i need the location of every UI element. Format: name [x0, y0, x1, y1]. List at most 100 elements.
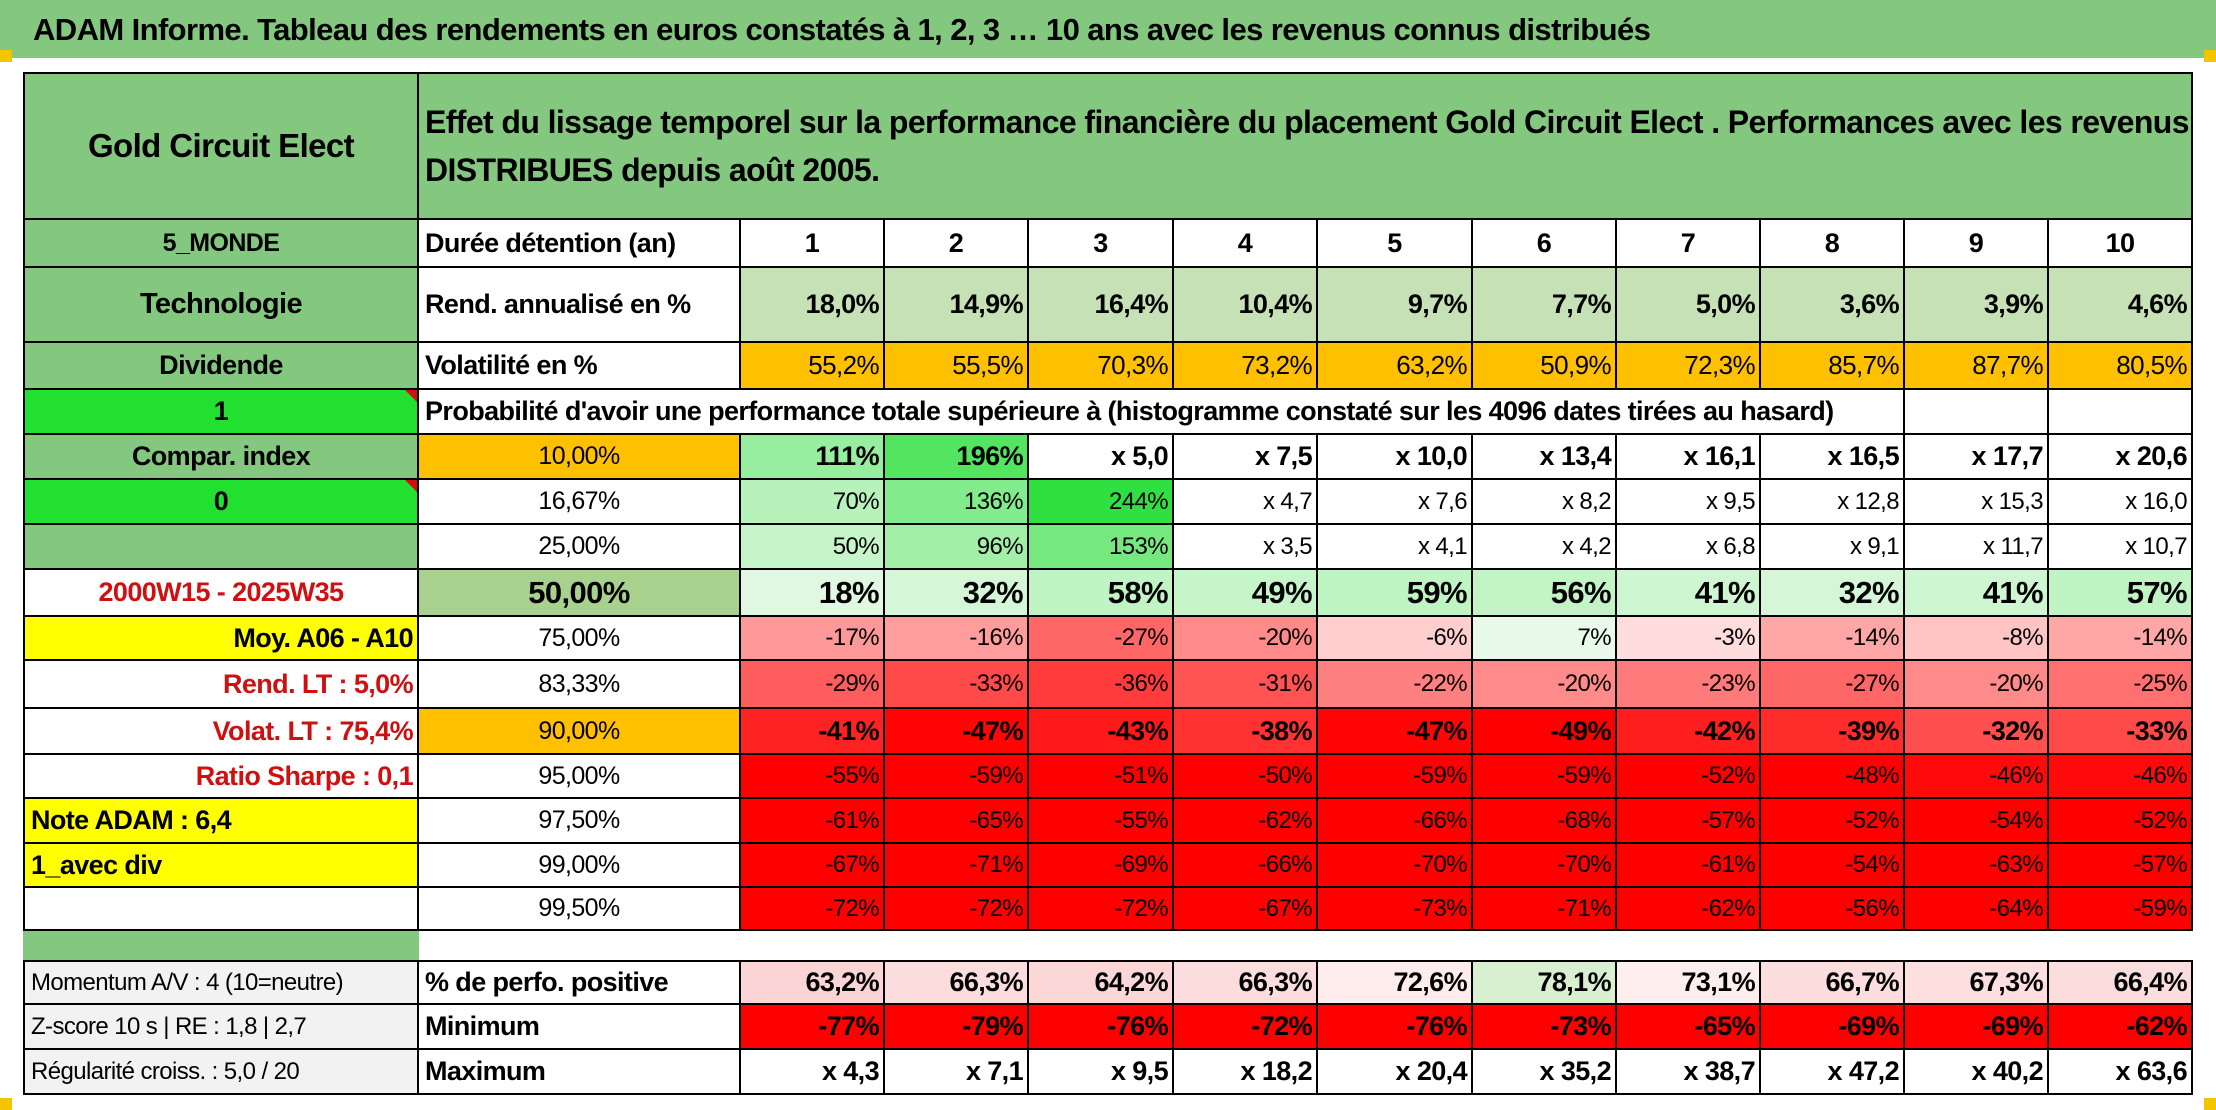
- max-value: x 40,2: [1905, 1050, 2049, 1095]
- percentile-value: 136%: [885, 480, 1029, 525]
- percentile-value: -61%: [741, 799, 885, 844]
- percentile-value: 70%: [741, 480, 885, 525]
- percentile-value: x 17,7: [1905, 435, 2049, 480]
- percentile-value: -23%: [1617, 661, 1761, 709]
- percentile-value: -64%: [1905, 888, 2049, 931]
- percentile-value: -55%: [1029, 799, 1174, 844]
- vol-value: 73,2%: [1174, 343, 1318, 390]
- percentile-value: x 12,8: [1761, 480, 1905, 525]
- percentile-value: x 20,6: [2049, 435, 2193, 480]
- moy-label: Moy. A06 - A10: [23, 617, 419, 661]
- blank-cell: [2049, 390, 2193, 435]
- percentile-value: 41%: [1617, 570, 1761, 617]
- vol-value: 80,5%: [2049, 343, 2193, 390]
- percentile-value: -14%: [1761, 617, 1905, 661]
- percentile-value: -47%: [1318, 709, 1473, 755]
- pos-label: % de perfo. positive: [419, 960, 741, 1005]
- percentile-value: 244%: [1029, 480, 1174, 525]
- percentile-value: -66%: [1174, 844, 1318, 888]
- percentile-value: -16%: [885, 617, 1029, 661]
- percentile-value: -59%: [885, 755, 1029, 799]
- percentile-value: 32%: [885, 570, 1029, 617]
- percentile-value: -70%: [1473, 844, 1617, 888]
- vol-value: 85,7%: [1761, 343, 1905, 390]
- percentile-value: x 16,5: [1761, 435, 1905, 480]
- percentile-value: -20%: [1174, 617, 1318, 661]
- vol-value: 63,2%: [1318, 343, 1473, 390]
- percentile-value: x 10,0: [1318, 435, 1473, 480]
- percentile-value: -55%: [741, 755, 885, 799]
- volat-lt-label: Volat. LT : 75,4%: [23, 709, 419, 755]
- percentile-value: 41%: [1905, 570, 2049, 617]
- percentile-value: x 10,7: [2049, 525, 2193, 570]
- percentile-label: 90,00%: [419, 709, 741, 755]
- rend-value: 10,4%: [1174, 268, 1318, 343]
- percentile-value: x 4,2: [1473, 525, 1617, 570]
- percentile-value: x 5,0: [1029, 435, 1174, 480]
- pos-value: 78,1%: [1473, 960, 1617, 1005]
- rend-value: 9,7%: [1318, 268, 1473, 343]
- dividend-value: 1: [23, 390, 419, 435]
- percentile-value: -59%: [1318, 755, 1473, 799]
- percentile-value: x 3,5: [1174, 525, 1318, 570]
- percentile-value: x 7,5: [1174, 435, 1318, 480]
- title-bar: [0, 0, 2216, 58]
- percentile-value: 56%: [1473, 570, 1617, 617]
- percentile-value: -66%: [1318, 799, 1473, 844]
- vol-value: 70,3%: [1029, 343, 1174, 390]
- percentile-value: -73%: [1318, 888, 1473, 931]
- percentile-value: -41%: [741, 709, 885, 755]
- percentile-value: -20%: [1905, 661, 2049, 709]
- percentile-value: -59%: [2049, 888, 2193, 931]
- note-adam-label: Note ADAM : 6,4: [23, 799, 419, 844]
- year-header: 3: [1029, 220, 1174, 268]
- rend-lt-label: Rend. LT : 5,0%: [23, 661, 419, 709]
- percentile-value: -20%: [1473, 661, 1617, 709]
- percentile-label: 99,50%: [419, 888, 741, 931]
- page-title: ADAM Informe. Tableau des rendements en …: [33, 12, 1651, 47]
- rend-value: 5,0%: [1617, 268, 1761, 343]
- percentile-value: -22%: [1318, 661, 1473, 709]
- percentile-value: -33%: [2049, 709, 2193, 755]
- max-value: x 20,4: [1318, 1050, 1473, 1095]
- percentile-value: x 16,0: [2049, 480, 2193, 525]
- percentile-value: -49%: [1473, 709, 1617, 755]
- year-header: 5: [1318, 220, 1473, 268]
- percentile-value: 49%: [1174, 570, 1318, 617]
- min-value: -76%: [1029, 1005, 1174, 1050]
- percentile-value: 18%: [741, 570, 885, 617]
- zscore-label: Z-score 10 s | RE : 1,8 | 2,7: [23, 1005, 419, 1050]
- comment-marker-icon: [405, 480, 417, 492]
- percentile-value: x 4,1: [1318, 525, 1473, 570]
- rend-value: 3,6%: [1761, 268, 1905, 343]
- sharpe-label: Ratio Sharpe : 0,1: [23, 755, 419, 799]
- percentile-value: 58%: [1029, 570, 1174, 617]
- rend-value: 18,0%: [741, 268, 885, 343]
- percentile-value: -72%: [1029, 888, 1174, 931]
- percentile-value: x 4,7: [1174, 480, 1318, 525]
- percentile-value: -63%: [1905, 844, 2049, 888]
- percentile-value: x 15,3: [1905, 480, 2049, 525]
- percentile-value: -65%: [885, 799, 1029, 844]
- percentile-value: -51%: [1029, 755, 1174, 799]
- percentile-value: -27%: [1761, 661, 1905, 709]
- sidebar-blank: [23, 525, 419, 570]
- max-value: x 4,3: [741, 1050, 885, 1095]
- percentile-value: -54%: [1761, 844, 1905, 888]
- corner-marker: [0, 1098, 12, 1110]
- percentile-value: 7%: [1473, 617, 1617, 661]
- compar-index-value: 0: [23, 480, 419, 525]
- vol-value: 50,9%: [1473, 343, 1617, 390]
- percentile-value: -17%: [741, 617, 885, 661]
- vol-value: 55,5%: [885, 343, 1029, 390]
- pos-value: 63,2%: [741, 960, 885, 1005]
- percentile-label: 97,50%: [419, 799, 741, 844]
- vol-value: 87,7%: [1905, 343, 2049, 390]
- sidebar-blank: [23, 888, 419, 931]
- year-header: 8: [1761, 220, 1905, 268]
- rend-value: 16,4%: [1029, 268, 1174, 343]
- min-value: -79%: [885, 1005, 1029, 1050]
- vol-value: 72,3%: [1617, 343, 1761, 390]
- percentile-label: 99,00%: [419, 844, 741, 888]
